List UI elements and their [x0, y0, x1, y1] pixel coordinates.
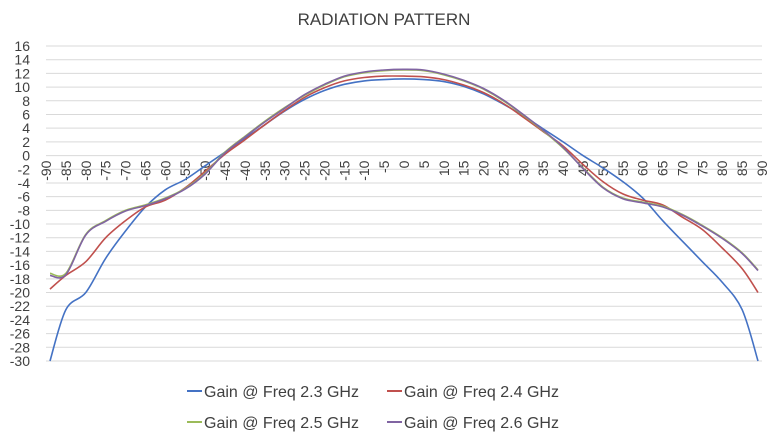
y-tick-label: -14 — [10, 243, 30, 259]
gridlines — [46, 45, 762, 362]
x-tick-label: 75 — [694, 160, 710, 176]
x-tick-label: 85 — [734, 160, 750, 176]
chart-title: RADIATION PATTERN — [298, 10, 471, 29]
legend-label: Gain @ Freq 2.5 GHz — [204, 415, 359, 432]
y-tick-label: 0 — [22, 148, 30, 164]
legend-item: Gain @ Freq 2.4 GHz — [387, 384, 559, 401]
x-tick-label: 5 — [416, 160, 432, 168]
legend-item: Gain @ Freq 2.5 GHz — [187, 415, 359, 432]
y-tick-label: -26 — [10, 326, 30, 342]
x-tick-label: -80 — [78, 160, 94, 180]
x-tick-label: -90 — [38, 160, 54, 180]
x-tick-label: 0 — [396, 160, 412, 168]
y-tick-label: 4 — [22, 120, 30, 136]
y-tick-label: 16 — [14, 38, 30, 54]
legend-label: Gain @ Freq 2.3 GHz — [204, 384, 359, 401]
x-tick-label: 25 — [495, 160, 511, 176]
x-tick-label: -60 — [157, 160, 173, 180]
y-tick-label: -24 — [10, 312, 30, 328]
series-lines — [49, 68, 759, 362]
y-tick-label: 2 — [22, 134, 30, 150]
legend: Gain @ Freq 2.3 GHz Gain @ Freq 2.4 GHz Ga… — [187, 384, 559, 432]
x-tick-label: -45 — [217, 160, 233, 180]
x-tick-label: -5 — [376, 160, 392, 173]
x-tick-label: -20 — [316, 160, 332, 180]
x-tick-label: -15 — [336, 160, 352, 180]
x-tick-label: -65 — [137, 160, 153, 180]
x-tick-label: -70 — [118, 160, 134, 180]
x-tick-label: 35 — [535, 160, 551, 176]
x-tick-label: -55 — [177, 160, 193, 180]
x-tick-label: 60 — [635, 160, 651, 176]
x-tick-label: 20 — [476, 160, 492, 176]
y-tick-label: -8 — [18, 202, 31, 218]
y-tick-label: -4 — [18, 175, 31, 191]
x-tick-label: -25 — [297, 160, 313, 180]
y-tick-label: -28 — [10, 339, 30, 355]
x-tick-label: 70 — [674, 160, 690, 176]
y-tick-label: -6 — [18, 189, 31, 205]
series-line-4 — [49, 68, 759, 279]
y-tick-label: -12 — [10, 230, 30, 246]
y-tick-label: 12 — [14, 65, 30, 81]
x-tick-label: -35 — [257, 160, 273, 180]
y-tick-label: -10 — [10, 216, 30, 232]
x-tick-label: 90 — [754, 160, 769, 176]
series-line-2 — [49, 75, 759, 293]
y-tick-label: -2 — [18, 161, 31, 177]
x-tick-label: 80 — [714, 160, 730, 176]
y-tick-label: 10 — [14, 79, 30, 95]
legend-label: Gain @ Freq 2.4 GHz — [404, 384, 559, 401]
x-tick-label: -85 — [58, 160, 74, 180]
legend-item: Gain @ Freq 2.3 GHz — [187, 384, 359, 401]
x-tick-label: 40 — [555, 160, 571, 176]
y-tick-label: 8 — [22, 93, 30, 109]
x-tick-label: -40 — [237, 160, 253, 180]
y-tick-label: -30 — [10, 353, 30, 369]
y-tick-label: -20 — [10, 285, 30, 301]
y-tick-label: 6 — [22, 106, 30, 122]
y-tick-label: -22 — [10, 298, 30, 314]
x-tick-label: 55 — [615, 160, 631, 176]
y-axis-tick-labels: 1614121086420-2-4-6-8-10-12-14-16-18-20-… — [10, 38, 30, 369]
x-tick-label: -10 — [356, 160, 372, 180]
x-axis-tick-labels: -90 -85 -80 -75 -70 -65 -60 -55 -50 -45 -40 -35 -30-… — [38, 160, 769, 180]
legend-label: Gain @ Freq 2.6 GHz — [404, 415, 559, 432]
x-tick-label: 30 — [515, 160, 531, 176]
legend-item: Gain @ Freq 2.6 GHz — [387, 415, 559, 432]
y-tick-label: -18 — [10, 271, 30, 287]
x-tick-label: -30 — [277, 160, 293, 180]
y-tick-label: -16 — [10, 257, 30, 273]
x-tick-label: -75 — [98, 160, 114, 180]
series-line-1 — [49, 78, 759, 362]
x-tick-label: 10 — [436, 160, 452, 176]
x-tick-label: 15 — [456, 160, 472, 176]
y-tick-label: 14 — [14, 52, 30, 68]
x-tick-label: 65 — [655, 160, 671, 176]
